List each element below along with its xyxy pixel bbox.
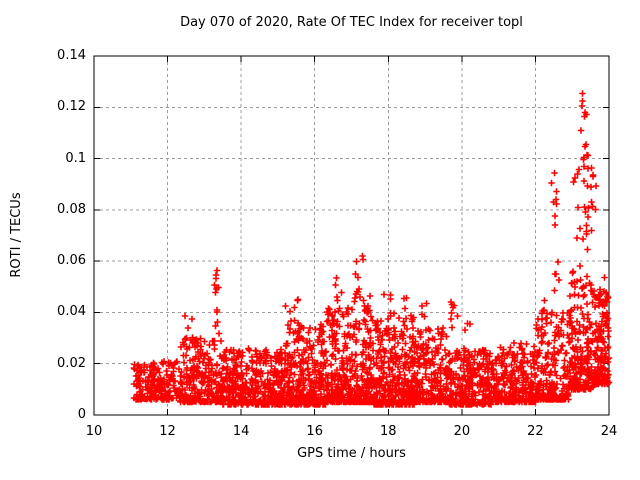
x-axis-label: GPS time / hours <box>297 446 406 461</box>
x-tick-label: 22 <box>527 424 544 439</box>
y-tick-label: 0.02 <box>57 355 86 371</box>
chart-title: Day 070 of 2020, Rate Of TEC Index for r… <box>180 15 523 30</box>
y-axis-label: ROTI / TECUs <box>9 192 24 278</box>
y-tick-label: 0.14 <box>57 48 86 63</box>
y-tick-label: 0.1 <box>65 150 86 166</box>
plot-border <box>93 55 610 416</box>
x-tick-label: 18 <box>380 424 397 439</box>
y-tick-label: 0.04 <box>57 304 86 320</box>
y-tick-label: 0.08 <box>57 201 86 217</box>
x-tick-label: 24 <box>600 424 618 439</box>
x-tick-label: 10 <box>85 424 103 439</box>
x-tick-label: 20 <box>453 424 471 439</box>
y-tick-label: 0 <box>77 407 86 422</box>
x-tick-label: 14 <box>232 424 250 439</box>
y-tick-label: 0.12 <box>57 99 86 115</box>
x-tick-label: 16 <box>306 424 323 439</box>
y-tick-label: 0.06 <box>57 253 86 269</box>
x-tick-label: 12 <box>159 424 176 439</box>
roti-scatter-points <box>130 90 613 408</box>
